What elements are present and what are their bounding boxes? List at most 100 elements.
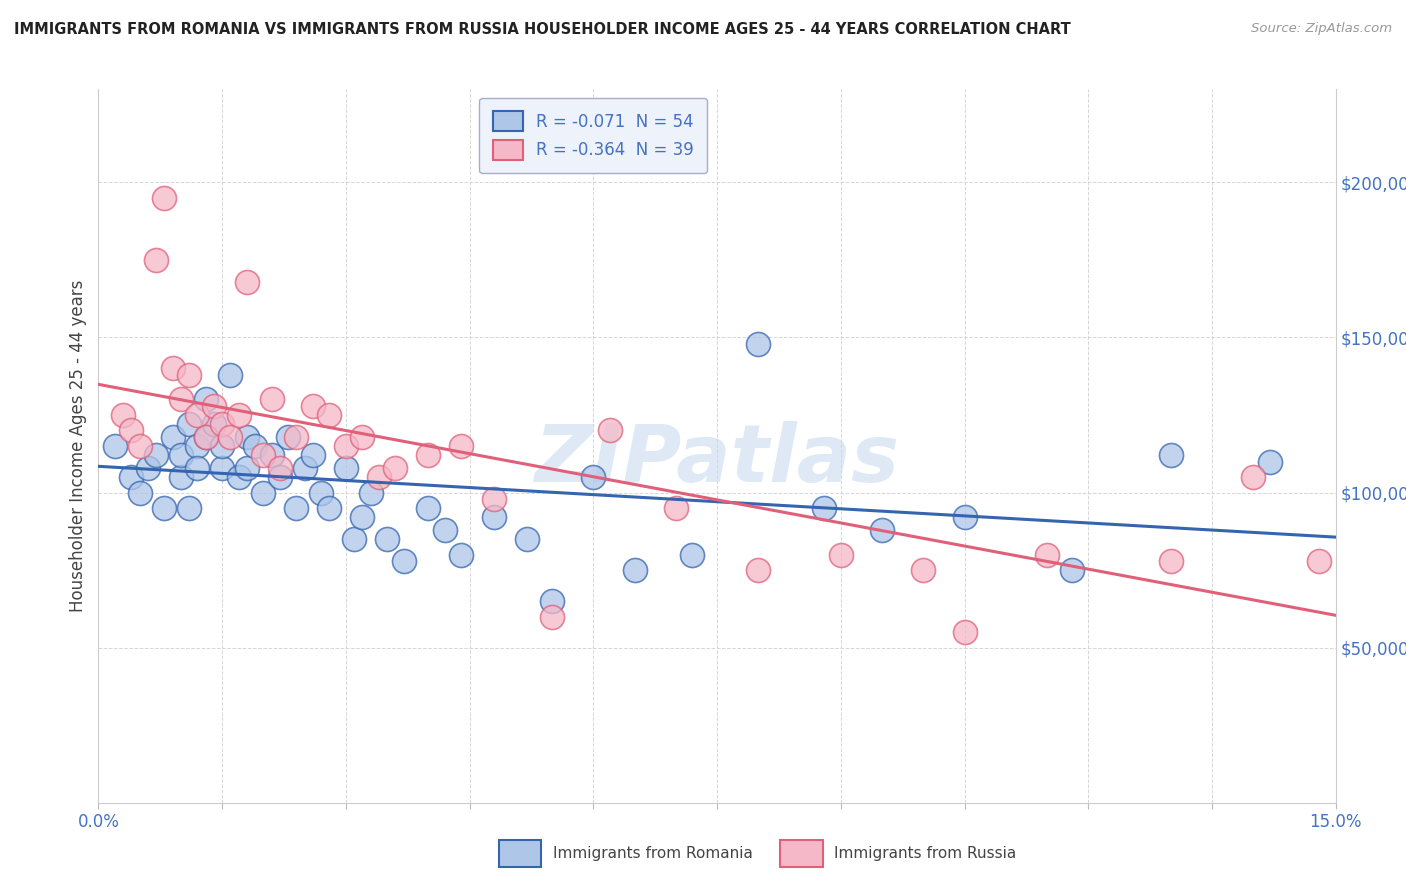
Point <box>1160 448 1182 462</box>
Point <box>219 368 242 382</box>
Point <box>211 460 233 475</box>
Point <box>450 439 472 453</box>
Point <box>170 470 193 484</box>
Point <box>236 460 259 475</box>
Point <box>228 470 250 484</box>
Point <box>953 510 976 524</box>
Point <box>623 563 645 577</box>
Point <box>179 501 201 516</box>
Text: Immigrants from Romania: Immigrants from Romania <box>553 847 752 861</box>
Point <box>136 460 159 475</box>
Point <box>211 439 233 453</box>
Point <box>747 563 769 577</box>
Text: IMMIGRANTS FROM ROMANIA VS IMMIGRANTS FROM RUSSIA HOUSEHOLDER INCOME AGES 25 - 4: IMMIGRANTS FROM ROMANIA VS IMMIGRANTS FR… <box>14 22 1071 37</box>
Point <box>186 460 208 475</box>
Point <box>1241 470 1264 484</box>
Point <box>681 548 703 562</box>
Point <box>186 439 208 453</box>
Point <box>228 408 250 422</box>
Point <box>269 470 291 484</box>
Point <box>170 392 193 407</box>
Point <box>599 424 621 438</box>
Point <box>285 501 308 516</box>
Point <box>179 368 201 382</box>
Point <box>128 439 150 453</box>
Point <box>219 430 242 444</box>
Point <box>541 609 564 624</box>
Point <box>269 460 291 475</box>
Point <box>243 439 266 453</box>
Point <box>194 430 217 444</box>
Point <box>194 430 217 444</box>
Point <box>747 336 769 351</box>
Point <box>541 594 564 608</box>
Point <box>318 501 340 516</box>
Point <box>870 523 893 537</box>
Point <box>202 417 225 432</box>
Point <box>367 470 389 484</box>
Point <box>665 501 688 516</box>
Point <box>202 399 225 413</box>
Point <box>128 485 150 500</box>
Point <box>194 392 217 407</box>
Point <box>335 460 357 475</box>
Text: ZIPatlas: ZIPatlas <box>534 421 900 500</box>
Point <box>236 430 259 444</box>
Point <box>211 417 233 432</box>
Point <box>285 430 308 444</box>
Point <box>450 548 472 562</box>
Point <box>186 408 208 422</box>
Point <box>112 408 135 422</box>
Point <box>162 361 184 376</box>
Point <box>179 417 201 432</box>
Point <box>352 430 374 444</box>
Point <box>1160 554 1182 568</box>
Point <box>309 485 332 500</box>
Point <box>153 191 176 205</box>
Point <box>1036 548 1059 562</box>
Point <box>375 532 398 546</box>
Y-axis label: Householder Income Ages 25 - 44 years: Householder Income Ages 25 - 44 years <box>69 280 87 612</box>
Point <box>145 448 167 462</box>
Point <box>120 470 142 484</box>
Point <box>260 448 283 462</box>
Point <box>252 485 274 500</box>
Point <box>418 501 440 516</box>
Point <box>252 448 274 462</box>
Point <box>953 625 976 640</box>
Point <box>277 430 299 444</box>
Point <box>384 460 406 475</box>
Point <box>813 501 835 516</box>
Point <box>433 523 456 537</box>
Point <box>302 399 325 413</box>
Point <box>260 392 283 407</box>
Point <box>830 548 852 562</box>
Point <box>1308 554 1330 568</box>
Point <box>162 430 184 444</box>
Text: Source: ZipAtlas.com: Source: ZipAtlas.com <box>1251 22 1392 36</box>
Point <box>352 510 374 524</box>
Point <box>104 439 127 453</box>
Point <box>582 470 605 484</box>
Point <box>343 532 366 546</box>
Point <box>1060 563 1083 577</box>
Point <box>120 424 142 438</box>
Point <box>484 510 506 524</box>
Point <box>335 439 357 453</box>
Point <box>153 501 176 516</box>
Point <box>302 448 325 462</box>
Point <box>392 554 415 568</box>
Point <box>912 563 935 577</box>
Point <box>318 408 340 422</box>
Point <box>516 532 538 546</box>
Point <box>294 460 316 475</box>
Point <box>360 485 382 500</box>
Point <box>484 491 506 506</box>
Text: Immigrants from Russia: Immigrants from Russia <box>834 847 1017 861</box>
Point <box>418 448 440 462</box>
Point <box>236 275 259 289</box>
Point <box>170 448 193 462</box>
Point <box>1258 454 1281 468</box>
Point <box>145 252 167 267</box>
Legend: R = -0.071  N = 54, R = -0.364  N = 39: R = -0.071 N = 54, R = -0.364 N = 39 <box>479 97 707 173</box>
